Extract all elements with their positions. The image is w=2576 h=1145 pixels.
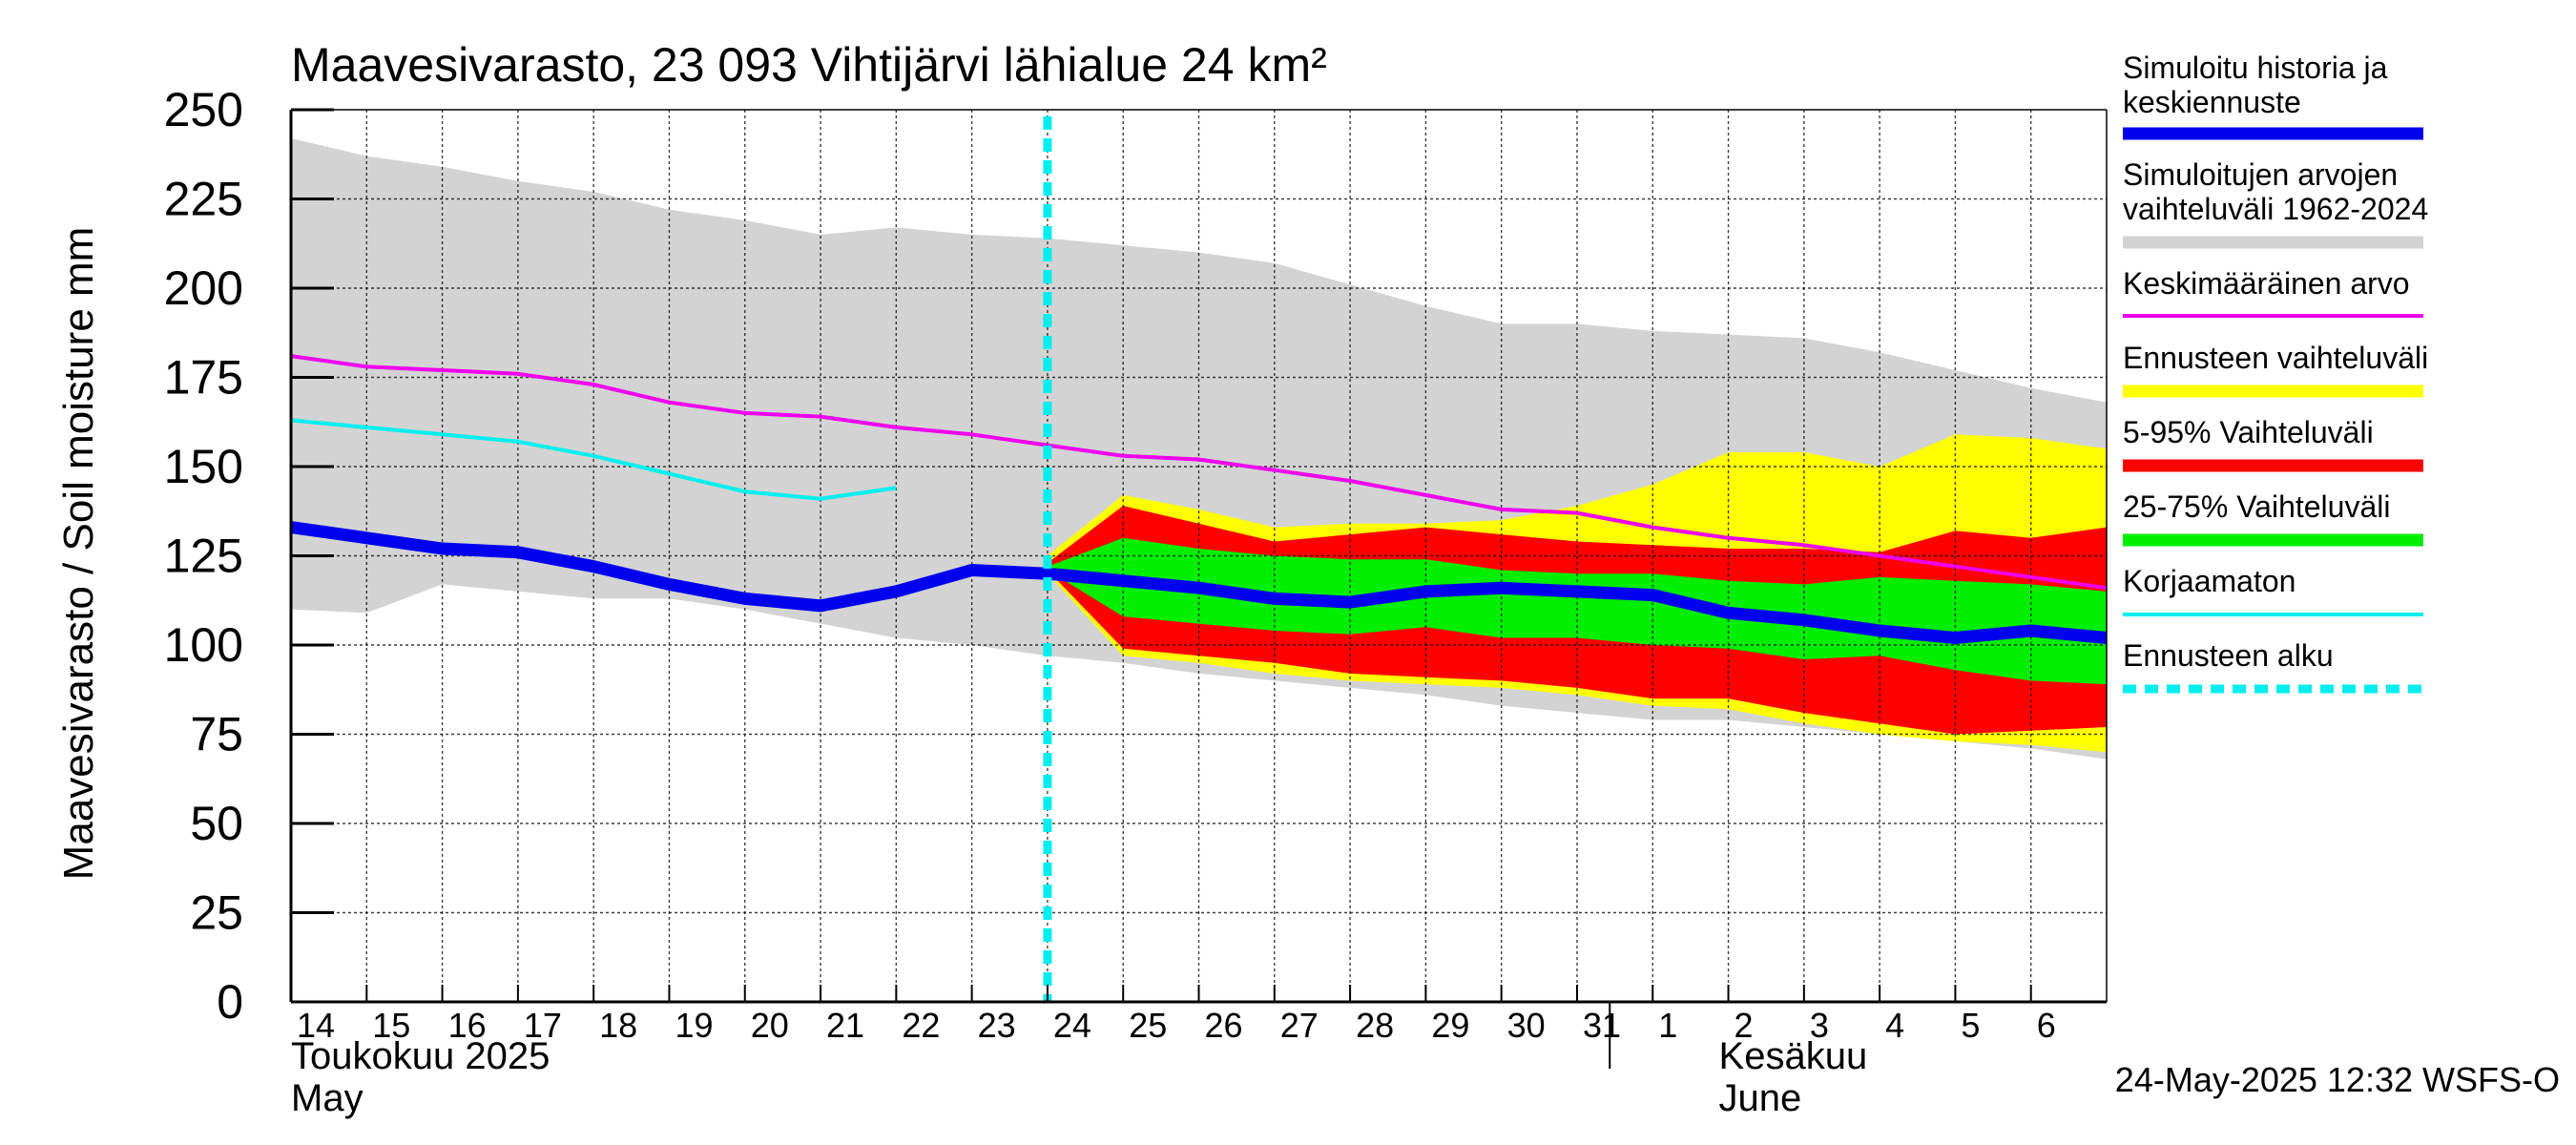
x-tick-label: 3 bbox=[1810, 1006, 1829, 1045]
legend-label: Keskimääräinen arvo bbox=[2123, 266, 2410, 301]
legend-label: Ennusteen vaihteluväli bbox=[2123, 341, 2428, 375]
lines-layer bbox=[290, 116, 2108, 1002]
legend-label-line: Korjaamaton bbox=[2123, 564, 2296, 598]
legend-label: Simuloitu historia ja keskiennuste bbox=[2123, 51, 2388, 119]
x-tick-label: 20 bbox=[751, 1006, 789, 1045]
grid-layer bbox=[291, 110, 2107, 1002]
x-tick-label: 18 bbox=[599, 1006, 637, 1045]
y-tick-label: 225 bbox=[164, 173, 243, 226]
legend-label-line: 25-75% Vaihteluväli bbox=[2123, 489, 2390, 524]
y-tick-label: 150 bbox=[164, 440, 243, 493]
x-tick-label: 1 bbox=[1658, 1006, 1677, 1045]
x-tick-label: 24 bbox=[1053, 1006, 1091, 1045]
legend-label-line: Ennusteen alku bbox=[2123, 638, 2334, 673]
x-tick-label: 17 bbox=[524, 1006, 562, 1045]
y-tick-label: 100 bbox=[164, 618, 243, 672]
axes-layer bbox=[289, 108, 2108, 1069]
y-tick-label: 0 bbox=[217, 975, 243, 1029]
legend-label: 5-95% Vaihteluväli bbox=[2123, 415, 2374, 449]
legend-label: Korjaamaton bbox=[2123, 564, 2296, 598]
x-tick-label: 29 bbox=[1431, 1006, 1469, 1045]
x-tick-label: 2 bbox=[1735, 1006, 1754, 1045]
legend-label-line: keskiennuste bbox=[2123, 85, 2301, 119]
legend-label: 25-75% Vaihteluväli bbox=[2123, 489, 2390, 524]
month-label: Toukokuu 2025 bbox=[291, 1035, 550, 1077]
legend-label-line: Simuloitu historia ja bbox=[2123, 51, 2388, 85]
x-tick-label: 15 bbox=[372, 1006, 410, 1045]
x-tick-label: 6 bbox=[2037, 1006, 2056, 1045]
x-tick-label: 25 bbox=[1129, 1006, 1167, 1045]
legend-label: Simuloitujen arvojen vaihteluväli 1962-20… bbox=[2123, 157, 2428, 226]
x-tick-label: 27 bbox=[1280, 1006, 1319, 1045]
timestamp: 24-May-2025 12:32 WSFS-O bbox=[2115, 1060, 2560, 1099]
x-tick-label: 4 bbox=[1885, 1006, 1904, 1045]
y-axis-label: Maavesivarasto / Soil moisture mm bbox=[55, 227, 102, 881]
series-line-history bbox=[290, 521, 2108, 644]
y-tick-label: 25 bbox=[190, 886, 243, 940]
chart-title: Maavesivarasto, 23 093 Vihtijärvi lähial… bbox=[291, 38, 1327, 92]
band-p25_75 bbox=[1047, 537, 2107, 685]
y-tick-label: 50 bbox=[190, 797, 243, 850]
x-tick-label: 19 bbox=[675, 1006, 713, 1045]
legend-label: Ennusteen alku bbox=[2123, 638, 2334, 673]
legend-label-line: vaihteluväli 1962-2024 bbox=[2123, 192, 2428, 226]
legend-label-line: Ennusteen vaihteluväli bbox=[2123, 341, 2428, 375]
y-tick-label: 125 bbox=[164, 530, 243, 583]
month-label: Kesäkuu bbox=[1719, 1035, 1868, 1077]
y-tick-label: 75 bbox=[190, 708, 243, 761]
x-tick-label: 28 bbox=[1356, 1006, 1394, 1045]
x-tick-label: 14 bbox=[297, 1006, 335, 1045]
x-tick-label: 22 bbox=[902, 1006, 940, 1045]
y-tick-label: 200 bbox=[164, 261, 243, 315]
legend-label-line: 5-95% Vaihteluväli bbox=[2123, 415, 2374, 449]
month-label-en: June bbox=[1719, 1077, 1802, 1119]
legend: Simuloitu historia ja keskiennusteSimuloi… bbox=[2123, 51, 2428, 694]
x-tick-label: 21 bbox=[826, 1006, 864, 1045]
x-tick-label: 31 bbox=[1583, 1006, 1621, 1045]
x-tick-label: 30 bbox=[1507, 1006, 1546, 1045]
x-tick-label: 5 bbox=[1961, 1006, 1980, 1045]
month-label-en: May bbox=[291, 1077, 364, 1119]
y-tick-label: 175 bbox=[164, 351, 243, 405]
legend-label-line: Keskimääräinen arvo bbox=[2123, 266, 2410, 301]
legend-label-line: Simuloitujen arvojen bbox=[2123, 157, 2398, 192]
x-tick-label: 23 bbox=[978, 1006, 1016, 1045]
x-tick-label: 26 bbox=[1205, 1006, 1243, 1045]
x-tick-label: 16 bbox=[448, 1006, 487, 1045]
y-tick-label: 250 bbox=[164, 83, 243, 136]
series-line-mean bbox=[290, 354, 2108, 591]
series-line-uncorrected bbox=[290, 418, 897, 501]
